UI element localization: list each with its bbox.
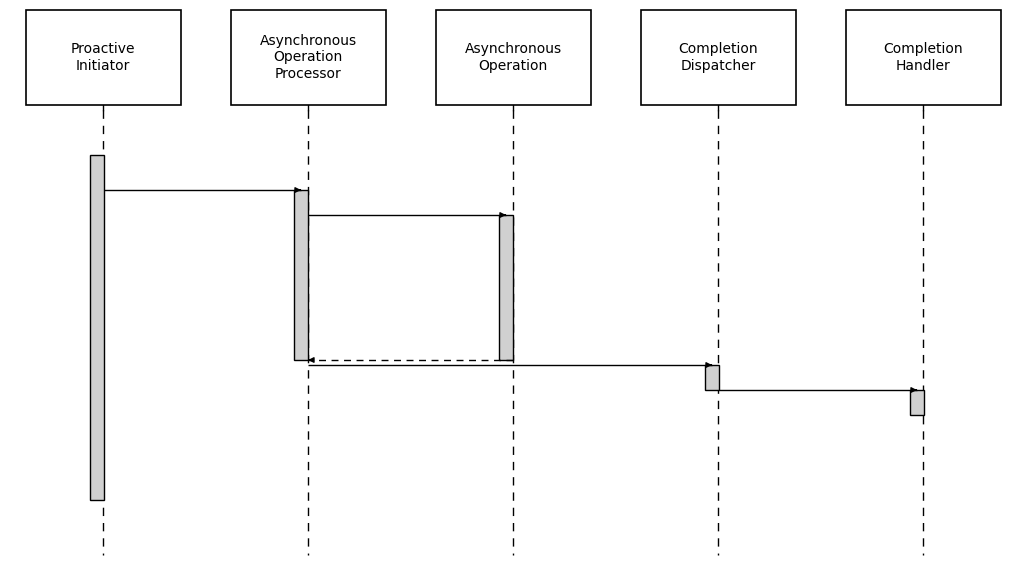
Bar — [294, 190, 308, 360]
Bar — [910, 390, 924, 415]
Bar — [90, 155, 104, 500]
Text: Asynchronous
Operation
Processor: Asynchronous Operation Processor — [260, 34, 357, 81]
Bar — [435, 10, 591, 105]
Bar — [231, 10, 386, 105]
Bar — [845, 10, 1000, 105]
Text: Proactive
Initiator: Proactive Initiator — [71, 42, 135, 73]
Bar — [640, 10, 795, 105]
Bar — [705, 365, 719, 390]
Bar — [26, 10, 181, 105]
Text: Completion
Handler: Completion Handler — [883, 42, 962, 73]
Bar — [499, 215, 513, 360]
Text: Asynchronous
Operation: Asynchronous Operation — [465, 42, 561, 73]
Text: Completion
Dispatcher: Completion Dispatcher — [678, 42, 758, 73]
